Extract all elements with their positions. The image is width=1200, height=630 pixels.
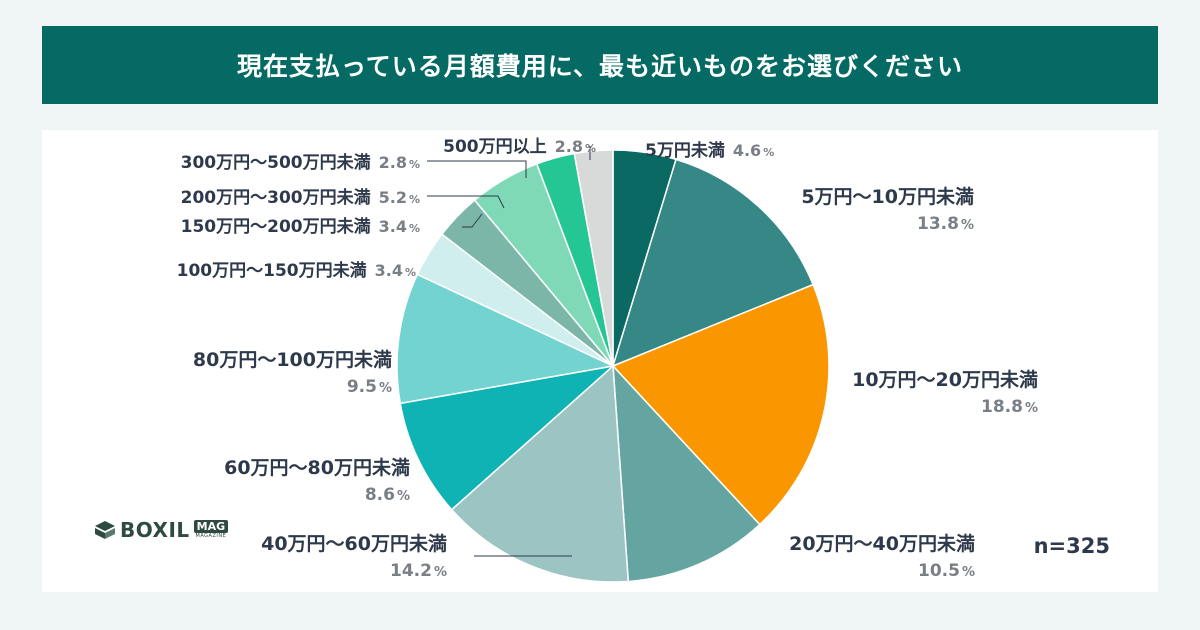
slice-label: 5万円未満 4.6% — [645, 140, 774, 161]
slice-category-label: 500万円以上 2.8% — [443, 137, 596, 157]
slice-value-label: 10.5% — [918, 561, 975, 581]
chart-title: 現在支払っている月額費用に、最も近いものをお選びください — [42, 26, 1158, 104]
slice-label: 5万円〜10万円未満 13.8% — [801, 185, 974, 234]
pie-slice — [612, 363, 761, 583]
slice-category-label: 150万円〜200万円未満 3.4% — [181, 216, 420, 237]
logo-text: BOXIL — [120, 518, 190, 542]
leader-line — [427, 195, 505, 209]
slice-value-label: 8.6% — [365, 485, 410, 505]
pie-slice — [450, 364, 630, 583]
slice-category-label: 100万円〜150万円未満 3.4% — [177, 260, 416, 281]
slice-label: 100万円〜150万円未満 3.4% — [177, 260, 416, 281]
boxil-mag-logo: BOXIL MAG MAGAZINE — [94, 518, 229, 542]
slice-label: 200万円〜300万円未満 5.2% — [181, 187, 420, 208]
slice-label: 80万円〜100万円未満 9.5% — [193, 348, 392, 397]
slice-label: 60万円〜80万円未満 8.6% — [224, 456, 410, 505]
leader-line — [462, 213, 483, 228]
pie-slice — [611, 158, 815, 368]
leader-line — [427, 160, 527, 178]
pie-slice — [573, 149, 614, 367]
sample-size: n=325 — [1033, 534, 1110, 558]
slice-label: 20万円〜40万円未満 10.5% — [789, 532, 975, 581]
pie-slice — [611, 283, 830, 526]
pie-slice — [399, 364, 616, 511]
slice-label: 40万円〜60万円未満 14.2% — [261, 532, 447, 581]
slice-category-label: 60万円〜80万円未満 — [224, 456, 410, 479]
slice-value-label: 9.5% — [347, 377, 392, 397]
slice-label: 300万円〜500万円未満 2.8% — [181, 152, 420, 173]
slice-category-label: 5万円〜10万円未満 — [801, 185, 974, 208]
slice-label: 150万円〜200万円未満 3.4% — [181, 216, 420, 237]
slice-category-label: 20万円〜40万円未満 — [789, 532, 975, 555]
slice-category-label: 300万円〜500万円未満 2.8% — [181, 152, 420, 173]
slice-label: 500万円以上 2.8% — [443, 137, 596, 157]
pie-chart: 5万円未満 4.6 % 5万円〜10万円未満 13.8 % 10万円〜20万円未満 18.8%… — [177, 137, 1038, 583]
slice-category-label: 80万円〜100万円未満 — [193, 348, 392, 371]
slice-value-label: 14.2% — [390, 561, 447, 581]
logo-mag-label: MAG — [193, 520, 229, 533]
logo-mag-sub: MAGAZINE — [195, 533, 227, 539]
slice-label: 10万円〜20万円未満 18.8% — [852, 368, 1038, 417]
slice-category-label: 40万円〜60万円未満 — [261, 532, 447, 555]
boxil-cube-icon — [95, 521, 115, 539]
pie-slice — [396, 273, 616, 405]
slice-value-label: 18.8% — [981, 397, 1038, 417]
slice-category-label: 10万円〜20万円未満 — [852, 368, 1038, 391]
chart-card: 5万円未満 4.6% 5万円〜10万円未満 13.8% 10万円〜20万円未満 18.8%… — [42, 130, 1158, 592]
logo-mag-badge: MAG MAGAZINE — [193, 520, 229, 540]
slice-category-label: 5万円未満 4.6% — [645, 140, 774, 161]
slice-value-label: 13.8% — [917, 214, 974, 234]
slice-category-label: 200万円〜300万円未満 5.2% — [181, 187, 420, 208]
